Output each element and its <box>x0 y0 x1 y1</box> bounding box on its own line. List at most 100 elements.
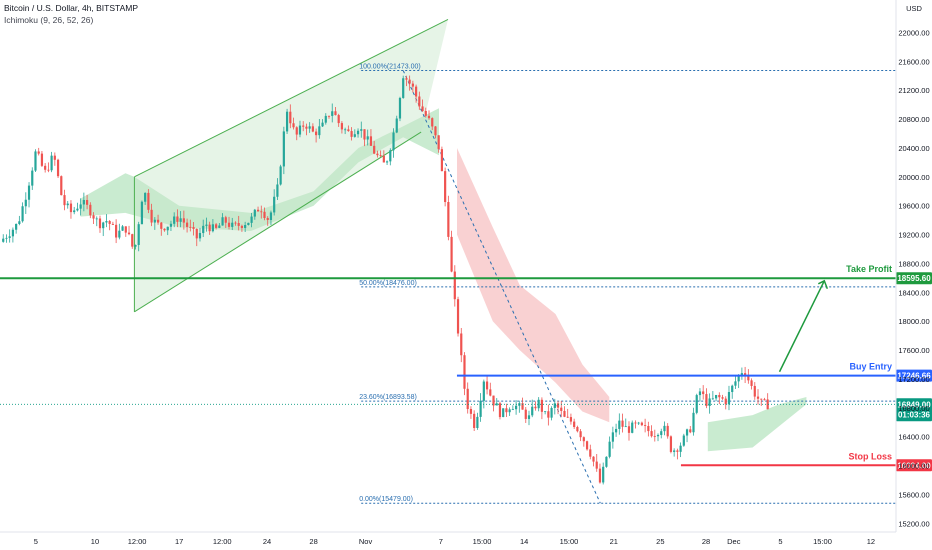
level-price-tag-text: 18595.60 <box>897 274 931 283</box>
candle-body <box>385 161 389 163</box>
price-axis[interactable]: USD 22000.00 21600.00 21200.00 20800.00 20400… <box>895 0 930 532</box>
candle-body <box>631 422 634 433</box>
candle-body <box>221 217 224 226</box>
candle-body <box>402 78 405 98</box>
candle-body <box>111 223 114 225</box>
candle-body <box>482 381 485 401</box>
candle-body <box>614 428 618 433</box>
candle-body <box>605 456 608 467</box>
price-tick: 20000.00 <box>898 173 929 182</box>
time-tick: Nov <box>359 537 373 546</box>
candle-body <box>350 131 353 137</box>
candle-body <box>160 222 163 229</box>
candle-body <box>250 216 253 223</box>
candle-body <box>479 400 482 417</box>
candle-body <box>566 416 569 418</box>
candle-body <box>747 375 750 381</box>
time-tick: 10 <box>91 537 99 546</box>
candle-body <box>211 224 214 232</box>
candle-body <box>215 224 218 228</box>
cloud-green <box>80 108 439 231</box>
candle-body <box>224 217 227 223</box>
candle-body <box>447 202 450 237</box>
candle-body <box>144 192 147 202</box>
time-tick: 28 <box>309 537 317 546</box>
candle-body <box>534 406 537 409</box>
candle-body <box>347 129 350 132</box>
candle-body <box>340 123 344 130</box>
candle-body <box>637 422 640 424</box>
candle-body <box>47 169 50 171</box>
candle-body <box>244 224 247 228</box>
candle-body <box>608 441 611 457</box>
candle-body <box>308 126 311 129</box>
candle-body <box>115 224 118 238</box>
candle-body <box>440 149 444 172</box>
time-tick: 21 <box>610 537 618 546</box>
candle-body <box>102 222 105 229</box>
candle-body <box>37 151 40 154</box>
fib-level-label: 100.00%(21473.00) <box>359 64 421 71</box>
candle-body <box>92 215 95 219</box>
time-tick: 25 <box>656 537 664 546</box>
time-axis[interactable]: 5 10 12:00 17 12:00 24 28 Nov 7 15:00 14 15:00 21 25 2… <box>0 531 896 546</box>
forecast-arrow <box>778 280 825 373</box>
current-price-tag <box>896 398 932 422</box>
candle-body <box>273 196 276 213</box>
candle-body <box>395 118 398 133</box>
candle-body <box>663 425 666 432</box>
level-price-tag-text: 17246.66 <box>897 372 931 381</box>
candle-body <box>602 466 605 483</box>
time-tick: 12 <box>867 537 875 546</box>
time-tick: 17 <box>175 537 183 546</box>
candle-body <box>360 129 363 131</box>
candle-body <box>218 225 221 228</box>
candle-body <box>285 111 289 132</box>
candle-body <box>318 126 321 136</box>
candle-body <box>676 450 679 452</box>
candle-body <box>118 230 121 238</box>
price-tick: 16400.00 <box>898 433 929 442</box>
candle-body <box>718 395 721 398</box>
candle-body <box>547 411 550 418</box>
fibonacci-retracement: 100.00%(21473.00) 50.00%(18476.00) 23.60%(… <box>359 64 896 504</box>
candle-body <box>737 375 740 382</box>
candle-body <box>82 199 85 205</box>
candle-body <box>569 417 573 422</box>
candle-body <box>134 244 137 247</box>
candle-body <box>18 221 21 224</box>
level-price-tag <box>896 272 932 285</box>
candle-body <box>527 415 531 419</box>
candle-body <box>489 389 492 396</box>
candle-body <box>514 405 518 410</box>
candle-body <box>563 410 566 417</box>
candle-body <box>366 136 369 140</box>
fib-level-label: 23.60%(16893.58) <box>359 394 417 401</box>
price-tick: 17200.00 <box>898 375 929 384</box>
candle-body <box>15 223 18 230</box>
channel-lower-line <box>134 131 422 313</box>
price-tick: 16000.00 <box>898 462 929 471</box>
cloud-red <box>457 148 610 423</box>
candle-body <box>450 236 453 272</box>
candle-body <box>53 155 56 160</box>
trade-levels: Take Profit 18595.60 Buy Entry 17246.66 Stop… <box>0 264 932 472</box>
candle-body <box>492 395 495 406</box>
cloud-green <box>707 397 807 452</box>
candle-body <box>192 227 195 229</box>
candle-body <box>85 199 89 205</box>
currency-label: USD <box>906 4 922 13</box>
candle-body <box>256 209 260 212</box>
candle-body <box>621 420 624 427</box>
candle-body <box>595 461 598 469</box>
time-tick: 15:00 <box>473 537 492 546</box>
candle-body <box>698 391 702 396</box>
chart-symbol-title: Bitcoin / U.S. Dollar, 4h, BITSTAMP <box>4 3 138 13</box>
indicator-label[interactable]: Ichimoku (9, 26, 52, 26) <box>4 15 94 25</box>
price-tick: 21600.00 <box>898 57 929 66</box>
candle-body <box>434 126 437 136</box>
candle-body <box>150 209 153 223</box>
candle-body <box>634 422 637 424</box>
candle-body <box>108 221 111 224</box>
